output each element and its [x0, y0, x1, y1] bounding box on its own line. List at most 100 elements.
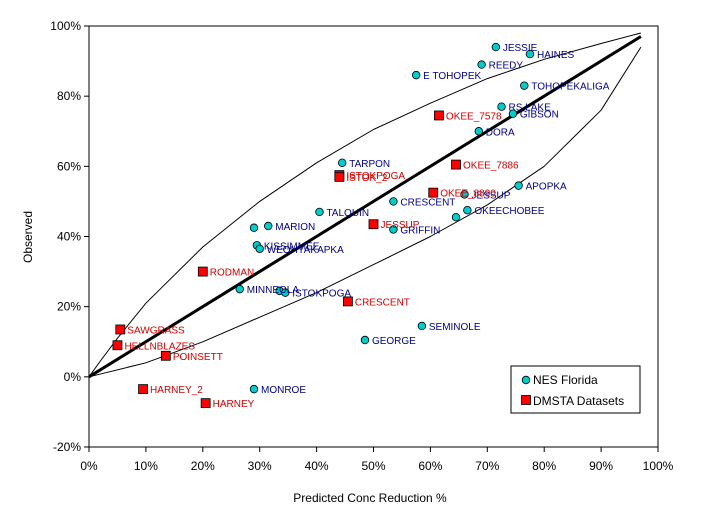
- point-label: DORA: [486, 127, 515, 138]
- nes-point: [411, 70, 421, 80]
- nes-point: [497, 102, 506, 111]
- point-label: JESSUP: [381, 220, 420, 231]
- lower-bound-line: [88, 46, 642, 378]
- point-label: WEOHYAKAPKA: [267, 245, 344, 256]
- nes-point: [389, 197, 398, 206]
- point-label: POINSETT: [173, 352, 223, 363]
- nes-point: [460, 190, 469, 199]
- point-label: OKEE_8890: [440, 189, 496, 200]
- nes-point: [360, 335, 370, 345]
- point-label: MARION: [275, 222, 315, 233]
- y-tick-label: 100%: [50, 19, 81, 33]
- point-label: HARNEY_2: [150, 385, 203, 396]
- y-tick-label: 0%: [64, 370, 82, 384]
- point-label: TARPON: [349, 159, 390, 170]
- nes-point: [389, 225, 398, 234]
- dmsta-point: [334, 171, 345, 182]
- x-tick-label: 60%: [418, 459, 442, 473]
- nes-point: [520, 81, 529, 90]
- nes-point: [315, 207, 324, 217]
- x-tick-label: 30%: [248, 459, 272, 473]
- nes-point: [477, 60, 486, 69]
- point-label: MINNEOLA: [247, 285, 300, 296]
- point-label: HARNEY: [213, 399, 255, 410]
- x-axis: 0% 10% 20% 30% 40% 50% 60% 70% 80% 90% 100%: [80, 447, 674, 473]
- point-label: CRESCENT: [355, 297, 410, 308]
- nes-point: [451, 213, 461, 222]
- point-label: ISTOKPOGA: [292, 289, 351, 300]
- dmsta-point: [451, 159, 461, 170]
- nes-point: [508, 109, 518, 118]
- point-label: APOPKA: [526, 182, 567, 193]
- dmsta-point: [112, 340, 123, 351]
- y-tick-label: 60%: [57, 159, 81, 173]
- y-tick-label: 20%: [57, 300, 81, 314]
- point-label: RS LAKE: [509, 103, 552, 114]
- nes-point: [491, 42, 501, 52]
- nes-point: [249, 223, 259, 232]
- legend-box: [510, 365, 641, 414]
- y-tick-label: -20%: [53, 440, 81, 454]
- x-tick-label: 90%: [589, 459, 613, 473]
- dmsta-point: [368, 219, 379, 230]
- dmsta-point: [200, 398, 211, 409]
- point-label: TOHOPEKALIGA: [531, 82, 610, 93]
- upper-bound-line: [88, 32, 642, 378]
- x-tick-label: 10%: [134, 459, 158, 473]
- curves: [88, 32, 642, 379]
- dmsta-point: [342, 296, 353, 307]
- legend-label-dmsta: DMSTA Datasets: [533, 394, 624, 408]
- nes-point: [264, 221, 273, 231]
- nes-point: [255, 244, 264, 253]
- data-points: [112, 42, 535, 409]
- legend: NES Florida DMSTA Datasets: [510, 365, 641, 414]
- point-label: JESSUP: [472, 190, 511, 201]
- point-label: OKEE_7886: [463, 161, 519, 172]
- point-label: CRESCENT: [400, 197, 455, 208]
- nes-point: [525, 49, 535, 59]
- point-label: SEMINOLE: [429, 322, 481, 333]
- point-label: ISTOKPOGA: [346, 171, 405, 182]
- x-tick-label: 50%: [361, 459, 385, 473]
- nes-point: [249, 384, 259, 394]
- dmsta-point: [434, 110, 444, 121]
- y-axis-title: Observed: [21, 211, 35, 263]
- nes-point: [235, 284, 244, 294]
- dmsta-point: [197, 266, 208, 277]
- x-axis-title: Predicted Conc Reduction %: [293, 491, 447, 505]
- point-label: JESSIE: [503, 43, 538, 54]
- legend-label-nes: NES Florida: [533, 373, 598, 387]
- point-label: RODMAN: [210, 268, 254, 279]
- fit-line: [88, 35, 642, 379]
- point-label: GIBSON: [520, 110, 559, 121]
- x-tick-label: 0%: [80, 459, 98, 473]
- point-label: OKEE_7578: [446, 111, 502, 122]
- x-tick-label: 80%: [532, 459, 556, 473]
- nes-point: [463, 205, 472, 215]
- legend-marker-dmsta: [521, 395, 531, 405]
- point-label: OKEECHOBEE: [474, 206, 544, 217]
- dmsta-point: [115, 324, 126, 335]
- point-label: HELLNBLAZES: [124, 341, 195, 352]
- point-label: TALQUIN: [326, 208, 369, 219]
- point-label: GRIFFIN: [400, 225, 440, 236]
- dmsta-point: [428, 187, 439, 198]
- y-tick-label: 40%: [57, 230, 81, 244]
- nes-point: [514, 181, 523, 190]
- point-label: REEDY: [489, 61, 524, 72]
- dmsta-point: [138, 384, 148, 395]
- dmsta-point: [160, 350, 171, 361]
- point-label: ISTOK_2: [346, 173, 387, 184]
- point-label: HAINES: [537, 50, 575, 61]
- nes-point: [417, 321, 427, 331]
- point-label: GEORGE: [372, 336, 416, 347]
- x-tick-label: 20%: [191, 459, 215, 473]
- point-label: MONROE: [261, 385, 306, 396]
- y-tick-label: 80%: [57, 89, 81, 103]
- point-label: E TOHOPEK: [423, 71, 481, 82]
- x-tick-label: 100%: [643, 459, 674, 473]
- x-tick-label: 40%: [305, 459, 329, 473]
- nes-point: [281, 288, 290, 297]
